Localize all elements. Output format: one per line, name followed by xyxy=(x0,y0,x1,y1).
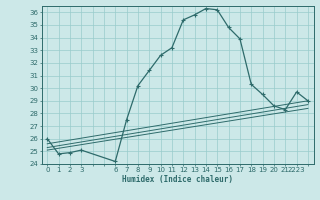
X-axis label: Humidex (Indice chaleur): Humidex (Indice chaleur) xyxy=(122,175,233,184)
